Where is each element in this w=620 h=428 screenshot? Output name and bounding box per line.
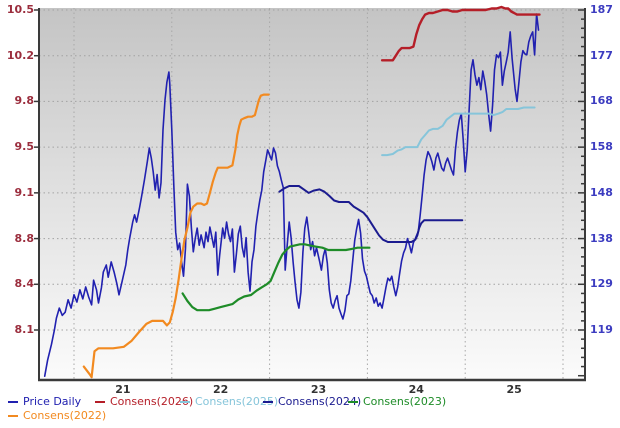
gridlines <box>39 8 585 380</box>
axis-frame <box>34 8 586 382</box>
series-consens-2022 <box>82 93 270 379</box>
legend-dash-icon <box>348 401 358 403</box>
x-axis-year-label: 21 <box>115 383 131 396</box>
series-consens-2024 <box>278 185 464 243</box>
legend-dash-icon <box>8 401 18 403</box>
x-axis-year-label: 23 <box>310 383 327 396</box>
left-axis-value: 9.5 <box>14 140 35 154</box>
legend-label: Price Daily <box>23 395 82 408</box>
legend-item-consens-2025: Consens(2025) <box>180 396 278 408</box>
left-axis-value: 8.8 <box>14 231 35 245</box>
left-axis-value: 8.1 <box>14 322 35 336</box>
series-consens-2026 <box>380 5 541 62</box>
x-axis-year-label: 24 <box>408 383 424 396</box>
legend-label: Consens(2023) <box>363 395 447 408</box>
series-consens-2025 <box>381 106 536 157</box>
right-axis-value: 177 <box>590 48 613 62</box>
legend-label: Consens(2022) <box>23 409 107 422</box>
right-axis-value: 138 <box>590 231 613 245</box>
plot-area <box>39 8 585 380</box>
legend-label: Consens(2026) <box>110 395 194 408</box>
data-series <box>43 5 541 379</box>
legend-dash-icon <box>180 401 190 403</box>
right-axis-value: 129 <box>590 277 613 291</box>
right-axis-value: 158 <box>590 140 613 154</box>
left-axis-value: 8.4 <box>14 277 35 291</box>
series-consens-2023 <box>181 243 371 312</box>
right-axis-value: 119 <box>590 322 613 336</box>
legend-dash-icon <box>8 415 18 417</box>
x-axis-year-label: 22 <box>213 383 229 396</box>
right-axis-value: 187 <box>590 3 613 16</box>
series-price-daily <box>43 13 540 377</box>
left-axis-value: 10.2 <box>6 48 34 62</box>
left-axis-value: 9.1 <box>14 185 35 199</box>
legend-item-consens-2024: Consens(2024) <box>263 396 361 408</box>
x-axis-year-label: 25 <box>506 383 522 396</box>
legend-item-price-daily: Price Daily <box>8 396 81 408</box>
legend-item-consens-2022: Consens(2022) <box>8 410 106 422</box>
legend-dash-icon <box>95 401 105 403</box>
left-axis-value: 9.8 <box>14 94 35 108</box>
legend-dash-icon <box>263 401 273 403</box>
legend-label: Consens(2025) <box>195 395 279 408</box>
plot-background <box>39 8 585 380</box>
right-axis-value: 148 <box>590 185 613 199</box>
right-axis-value: 168 <box>590 94 613 108</box>
legend-item-consens-2026: Consens(2026) <box>95 396 193 408</box>
left-axis-value: 10.5 <box>6 3 34 16</box>
legend-item-consens-2023: Consens(2023) <box>348 396 446 408</box>
legend-label: Consens(2024) <box>278 395 362 408</box>
